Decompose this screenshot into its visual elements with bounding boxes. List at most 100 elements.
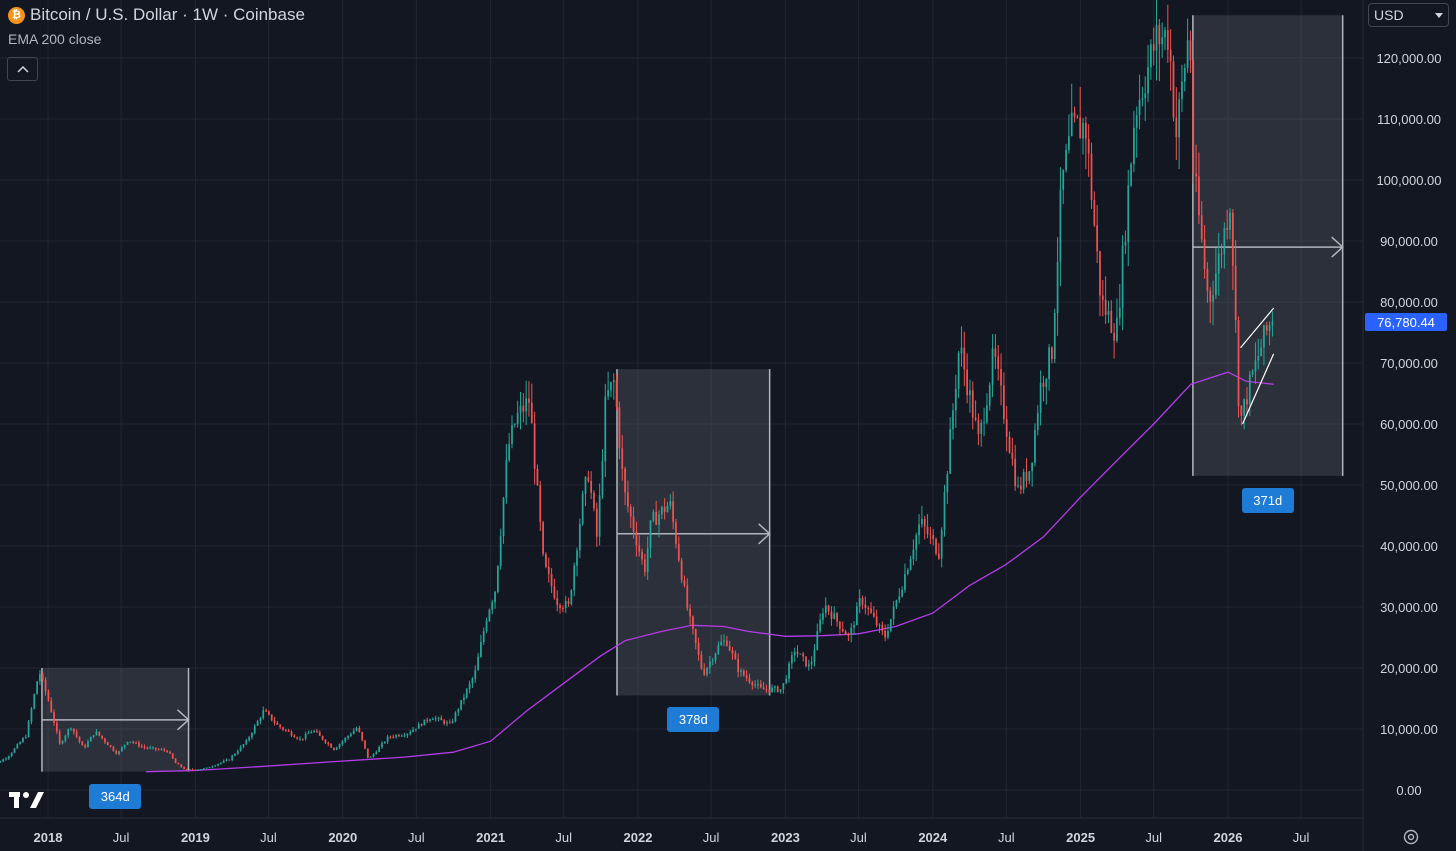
candle-body bbox=[539, 485, 542, 523]
candle-body bbox=[477, 656, 479, 671]
candle-body bbox=[921, 519, 923, 525]
arrow-head bbox=[1331, 236, 1344, 258]
candle-body bbox=[409, 732, 412, 734]
candle-body bbox=[1231, 212, 1234, 266]
trendline bbox=[1240, 307, 1275, 349]
time-tick-label: Jul bbox=[555, 830, 572, 845]
candle-body bbox=[912, 549, 915, 560]
chevron-down-icon bbox=[1435, 12, 1443, 18]
candle-body bbox=[1070, 112, 1073, 137]
candle-body bbox=[1217, 253, 1220, 274]
candle-body bbox=[768, 689, 771, 692]
candle-body bbox=[610, 382, 612, 391]
candle-body bbox=[84, 745, 87, 748]
candle-body bbox=[940, 529, 943, 559]
candle-body bbox=[822, 613, 824, 620]
candle-body bbox=[1181, 81, 1183, 100]
candle-body bbox=[372, 753, 375, 757]
candle-body bbox=[1141, 98, 1144, 100]
candle-body bbox=[1005, 419, 1008, 437]
candle-body bbox=[646, 547, 649, 572]
candle-body bbox=[946, 473, 949, 493]
candle-body bbox=[689, 608, 691, 617]
candle-body bbox=[1002, 385, 1005, 420]
candle-body bbox=[349, 734, 352, 736]
candle-body bbox=[437, 717, 440, 719]
candle-body bbox=[658, 514, 660, 525]
candle-body bbox=[403, 735, 406, 737]
candle-body bbox=[725, 640, 728, 646]
candle-body bbox=[58, 731, 61, 744]
candle-body bbox=[64, 735, 67, 741]
ema-200-line bbox=[146, 371, 1274, 773]
candle-body bbox=[1209, 290, 1212, 302]
candle-body bbox=[559, 605, 561, 609]
time-tick-label: Jul bbox=[703, 830, 720, 845]
candle-body bbox=[612, 380, 615, 383]
candle-body bbox=[106, 742, 109, 746]
candle-body bbox=[853, 625, 855, 628]
collapse-legend-button[interactable] bbox=[7, 57, 38, 81]
candle-body bbox=[906, 569, 909, 574]
candle-body bbox=[316, 730, 318, 733]
candle-body bbox=[528, 398, 530, 403]
time-tick-label: Jul bbox=[113, 830, 130, 845]
candle-body bbox=[1065, 150, 1067, 171]
time-tick-label: 2018 bbox=[34, 830, 63, 845]
symbol-title[interactable]: Bitcoin / U.S. Dollar · 1W · Coinbase bbox=[30, 5, 305, 24]
candle-body bbox=[533, 423, 536, 469]
candle-body bbox=[904, 573, 906, 590]
candle-body bbox=[72, 728, 75, 732]
time-tick-label: 2026 bbox=[1214, 830, 1243, 845]
currency-value: USD bbox=[1374, 7, 1404, 23]
currency-select[interactable]: USD bbox=[1368, 3, 1449, 27]
tradingview-logo[interactable] bbox=[9, 788, 45, 810]
candle-body bbox=[1133, 127, 1135, 165]
price-tick-label: 60,000.00 bbox=[1380, 417, 1438, 432]
candle-body bbox=[140, 746, 143, 748]
indicator-label[interactable]: EMA 200 close bbox=[8, 31, 102, 47]
candle-body bbox=[960, 347, 963, 354]
bitcoin-icon: ₿ bbox=[8, 6, 25, 24]
candle-body bbox=[171, 753, 174, 759]
candle-body bbox=[666, 505, 669, 513]
candle-body bbox=[27, 721, 30, 737]
candle-body bbox=[522, 405, 525, 412]
candle-body bbox=[1212, 295, 1214, 302]
candle-body bbox=[465, 689, 468, 698]
candle-body bbox=[222, 760, 225, 763]
candle-body bbox=[101, 735, 103, 739]
candle-body bbox=[1059, 189, 1062, 262]
candle-body bbox=[660, 506, 663, 515]
candle-body bbox=[1271, 321, 1274, 325]
candle-body bbox=[443, 720, 446, 724]
candle-body bbox=[994, 348, 997, 357]
candle-body bbox=[593, 492, 595, 509]
candle-body bbox=[395, 735, 397, 738]
price-tick-label: 70,000.00 bbox=[1380, 356, 1438, 371]
candle-body bbox=[494, 591, 496, 603]
settings-gear-icon[interactable] bbox=[1402, 828, 1420, 846]
candle-body bbox=[771, 687, 773, 692]
candle-body bbox=[793, 651, 796, 656]
candle-body bbox=[502, 498, 505, 537]
candle-body bbox=[30, 708, 33, 722]
candle-body bbox=[988, 384, 991, 406]
candle-body bbox=[864, 604, 867, 608]
candle-body bbox=[805, 656, 807, 667]
candle-body bbox=[1084, 122, 1087, 139]
time-axis[interactable]: 2018 Jul 2019 Jul 2020 Jul 2021 Jul 2022 Jul 2023 J… bbox=[34, 830, 1310, 845]
candle-body bbox=[536, 468, 539, 486]
candle-body bbox=[19, 742, 22, 745]
candle-body bbox=[440, 717, 443, 721]
candle-body bbox=[1022, 471, 1025, 490]
candle-body bbox=[1243, 399, 1246, 416]
candle-body bbox=[1240, 405, 1243, 416]
candle-body bbox=[1019, 485, 1022, 490]
candle-body bbox=[115, 750, 118, 754]
candle-body bbox=[157, 749, 160, 751]
candle-body bbox=[378, 747, 381, 752]
price-axis[interactable]: 0.00 10,000.00 20,000.00 30,000.00 40,000.00… bbox=[1376, 51, 1441, 798]
candle-body bbox=[564, 601, 567, 609]
